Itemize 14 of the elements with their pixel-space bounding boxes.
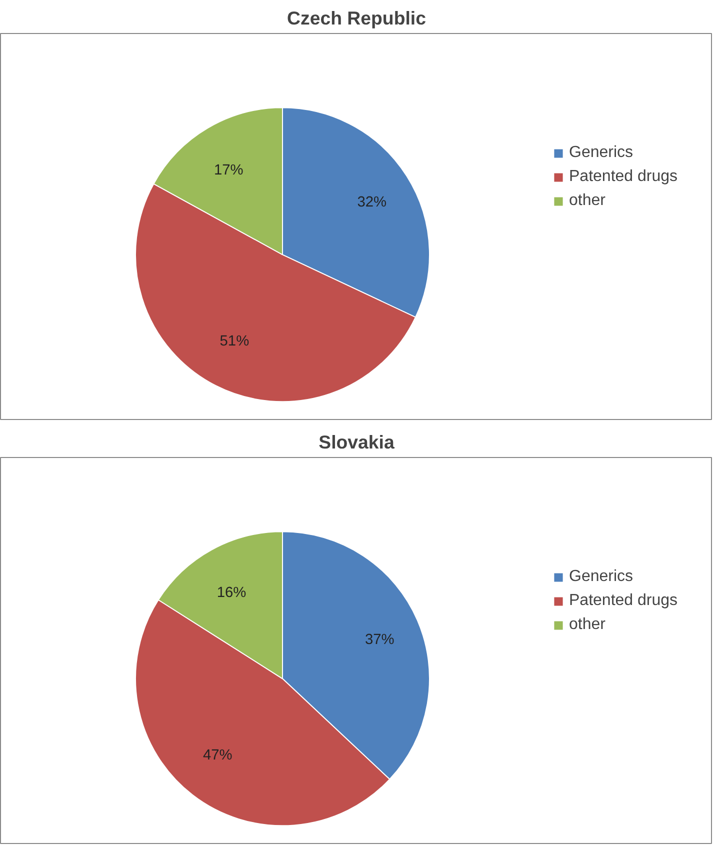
legend-label: Generics: [569, 144, 634, 162]
data-label: 37%: [364, 632, 394, 648]
legend-label: other: [569, 616, 606, 634]
legend-label: other: [569, 192, 606, 210]
data-label: 32%: [357, 194, 387, 210]
data-label: 47%: [202, 748, 232, 764]
chart-title: Slovakia: [318, 432, 395, 452]
legend-label: Patented drugs: [569, 592, 678, 610]
data-label: 51%: [220, 334, 250, 350]
data-label: 16%: [216, 585, 246, 602]
legend-label: Patented drugs: [569, 168, 678, 186]
legend-label: Generics: [569, 568, 634, 586]
chart-title: Czech Republic: [287, 8, 426, 28]
data-label: 17%: [214, 162, 244, 179]
